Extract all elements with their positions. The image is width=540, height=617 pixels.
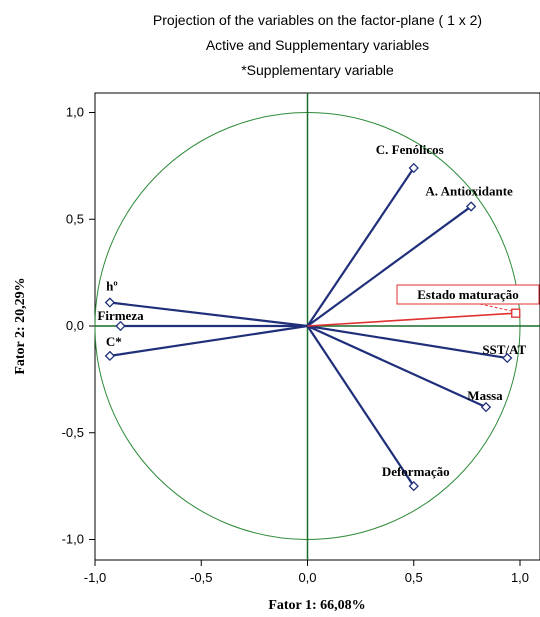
y-tick-label: 0,5	[66, 211, 84, 226]
x-tick-label: 1,0	[511, 570, 529, 585]
chart-note: *Supplementary variable	[241, 62, 394, 78]
y-tick-label: -1,0	[62, 532, 84, 547]
y-tick-label: -0,5	[62, 425, 84, 440]
vector-estado-maturacao	[307, 312, 516, 327]
point-massa	[480, 401, 492, 413]
leader-estado-maturacao	[479, 303, 513, 312]
label-massa: Massa	[467, 388, 503, 403]
vector-deformacao	[306, 325, 415, 487]
y-axis-title: Fator 2: 20,29%	[13, 277, 28, 374]
vector-h	[109, 301, 308, 328]
label-estado-maturacao: Estado maturação	[417, 287, 518, 302]
label-deformacao: Deformação	[382, 464, 450, 479]
point-firmeza	[115, 320, 126, 332]
vector-massa	[307, 324, 487, 409]
point-estado-maturacao	[511, 308, 521, 318]
vector-c	[109, 324, 308, 357]
point-deformacao	[408, 480, 419, 492]
label-c-fenolicos: C. Fenólicos	[376, 142, 444, 157]
y-tick-label: 0,0	[66, 318, 84, 333]
label-firmeza: Firmeza	[97, 308, 144, 323]
label-a-antioxidante: A. Antioxidante	[425, 183, 513, 198]
x-tick-label: -0,5	[190, 570, 212, 585]
label-h: hº	[106, 279, 118, 294]
label-sst-at: SST/AT	[482, 342, 526, 357]
point-c	[104, 350, 116, 362]
vector-c-fenolicos	[306, 167, 415, 327]
point-c-fenolicos	[408, 162, 419, 174]
x-tick-label: -1,0	[84, 570, 106, 585]
vector-a-antioxidante	[306, 205, 472, 327]
chart-title: Projection of the variables on the facto…	[152, 12, 483, 28]
x-tick-label: 0,0	[298, 570, 316, 585]
y-tick-label: 1,0	[66, 105, 84, 120]
chart-subtitle: Active and Supplementary variables	[205, 37, 430, 53]
label-box-estado-maturacao	[396, 284, 540, 305]
vector-sst-at	[307, 324, 508, 360]
point-a-antioxidante	[465, 201, 477, 212]
x-axis-title: Fator 1: 66,08%	[268, 598, 365, 613]
label-c: C*	[106, 334, 122, 349]
point-h	[104, 297, 116, 308]
x-tick-label: 0,5	[405, 570, 423, 585]
point-sst-at	[502, 352, 513, 364]
